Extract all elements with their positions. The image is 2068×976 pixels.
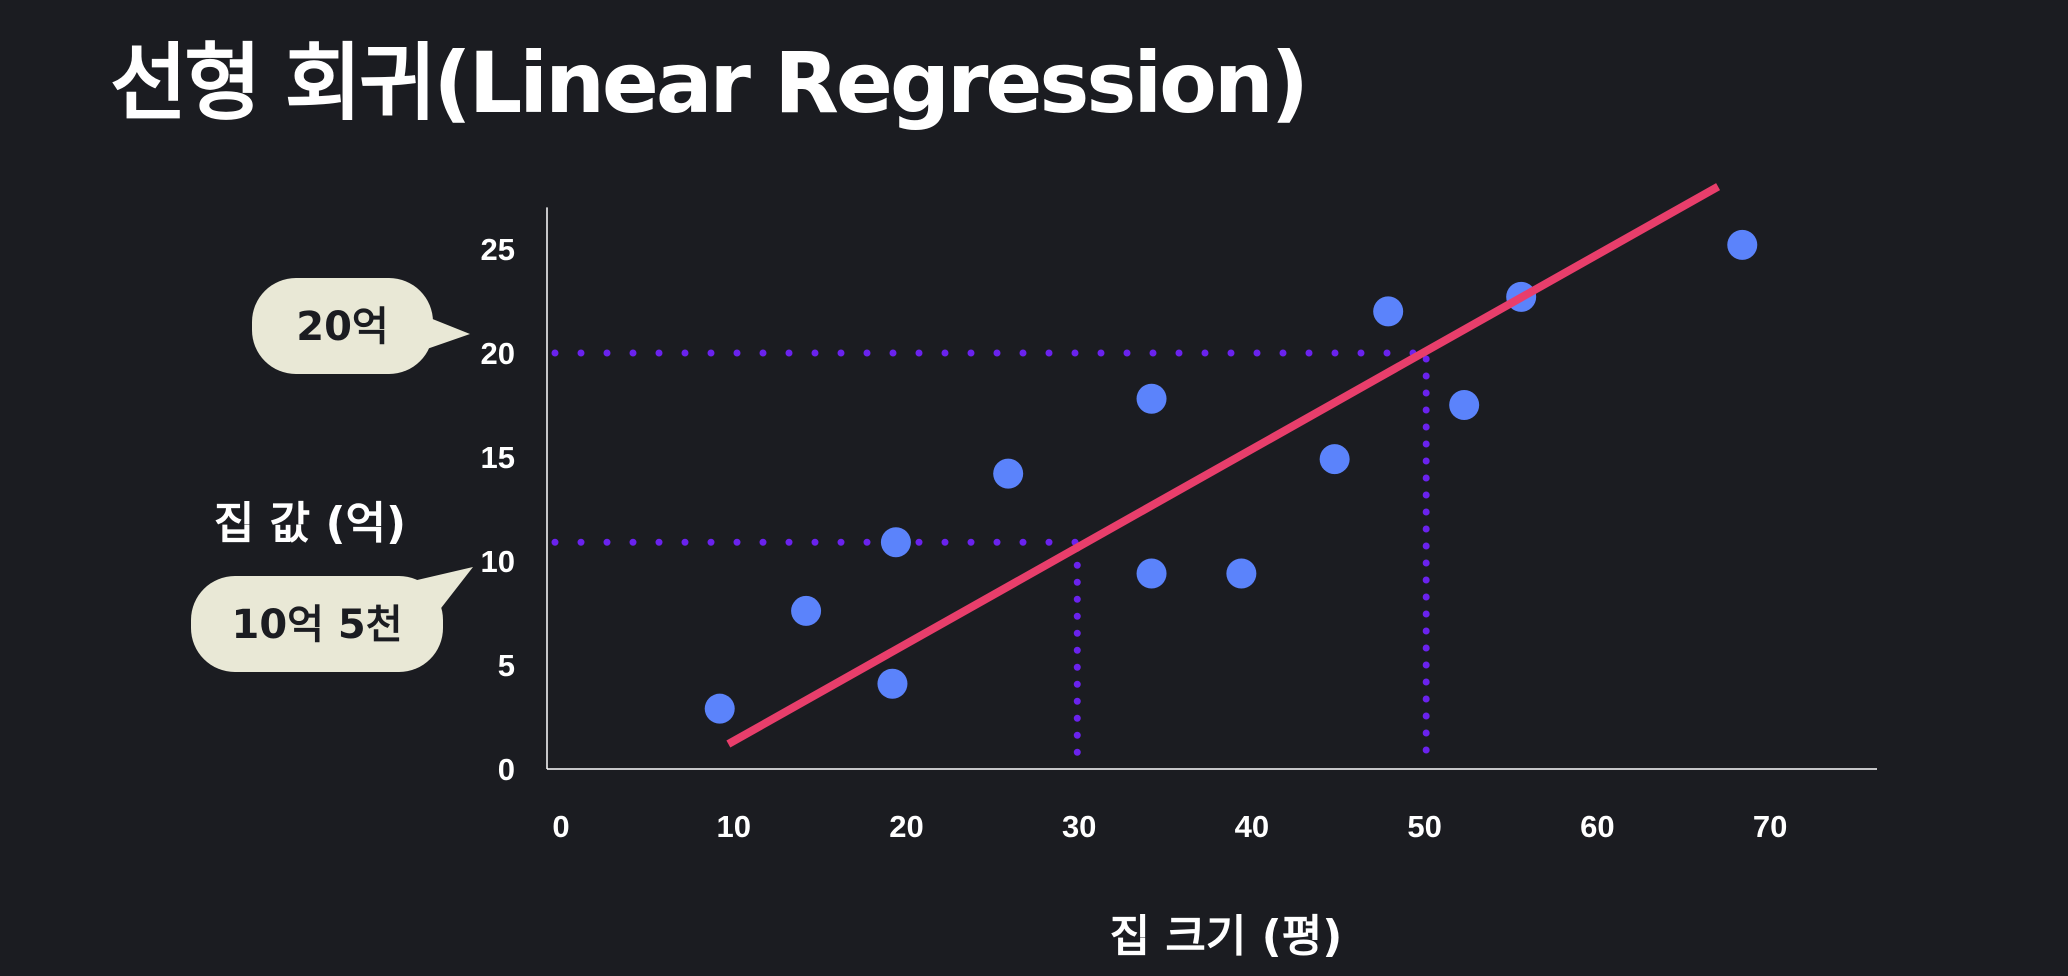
y-tick-label: 20	[481, 336, 515, 371]
x-tick-label: 60	[1580, 809, 1614, 844]
annotation-text: 10억 5천	[231, 602, 402, 648]
data-point	[704, 693, 735, 724]
x-tick-label: 10	[716, 809, 750, 844]
y-axis-title: 집 값 (억)	[214, 498, 406, 549]
annotation-bubble	[252, 278, 433, 374]
x-tick-label: 70	[1753, 809, 1787, 844]
x-axis-title: 집 크기 (평)	[1110, 911, 1343, 962]
data-point	[791, 595, 822, 626]
tick-labels: 0 10 20 30 40 50 60 70 0 5 10 15 20 25	[481, 232, 1788, 844]
annotation-bubbles: 20억 10억 5천	[191, 278, 473, 672]
bubble-tail	[400, 567, 473, 612]
data-point	[1136, 558, 1167, 589]
x-tick-label: 0	[552, 809, 569, 844]
data-point	[1136, 383, 1167, 414]
y-tick-label: 25	[481, 232, 515, 267]
chart-axes	[546, 207, 1877, 770]
x-tick-label: 40	[1235, 809, 1269, 844]
guide-lines	[551, 349, 1430, 771]
annotation-text: 20억	[296, 304, 388, 350]
bubble-tail	[424, 318, 470, 350]
y-tick-label: 15	[481, 440, 515, 475]
y-tick-label: 0	[498, 752, 515, 787]
x-tick-label: 30	[1062, 809, 1096, 844]
data-point	[1319, 444, 1350, 475]
page-title: 선형 회귀(Linear Regression)	[110, 34, 1309, 132]
regression-line-group	[726, 183, 1721, 748]
data-points	[704, 229, 1758, 724]
x-tick-label: 50	[1407, 809, 1441, 844]
regression-line	[726, 183, 1721, 748]
data-point	[880, 527, 911, 558]
y-tick-label: 10	[481, 544, 515, 579]
data-point	[993, 458, 1024, 489]
data-point	[1226, 558, 1257, 589]
data-point	[877, 668, 908, 699]
data-point	[1373, 296, 1404, 327]
annotation-bubble	[191, 576, 443, 672]
y-tick-label: 5	[498, 648, 515, 683]
x-tick-label: 20	[889, 809, 923, 844]
data-point	[1449, 390, 1480, 420]
data-point	[1727, 229, 1758, 260]
